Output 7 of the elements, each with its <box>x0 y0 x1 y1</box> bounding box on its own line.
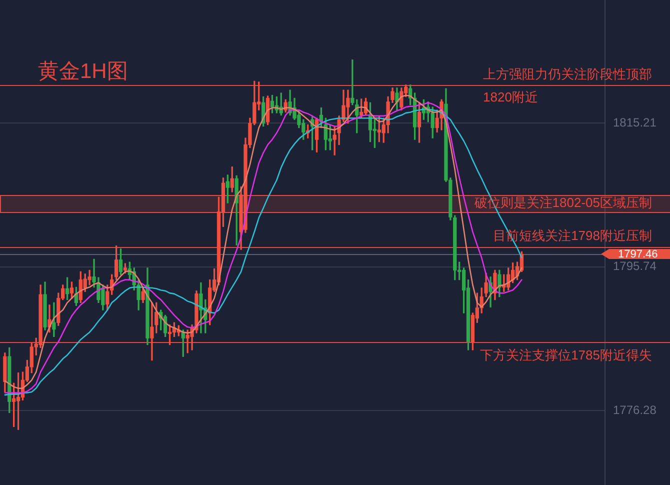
annotation: 1797.46 <box>618 248 658 261</box>
ref-line-label: 下方关注支撑位1785附近得失 <box>480 347 652 362</box>
y-tick-label: 1815.21 <box>613 116 657 130</box>
text: 黄金1H图 <box>38 60 128 84</box>
y-tick-label: 1776.28 <box>613 402 657 417</box>
y-tick-label: 1795.74 <box>613 259 657 274</box>
ref-line-label: 上方强阻力仍关注阶段性顶部 1820附近 <box>483 66 652 104</box>
